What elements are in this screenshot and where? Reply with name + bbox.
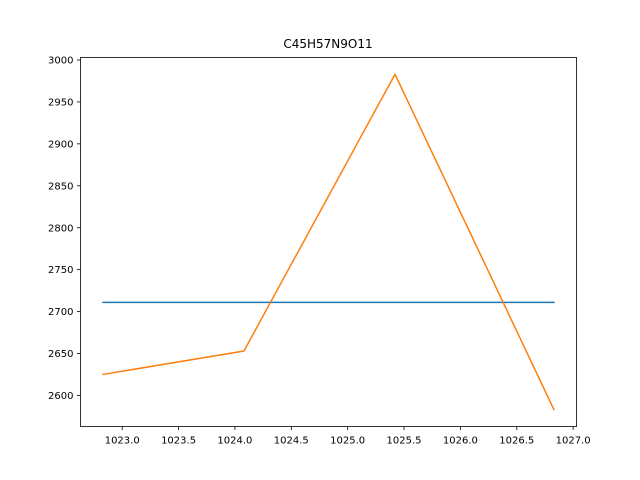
x-axis-ticks: 1023.0 1023.5 1024.0 1024.5 1025.0 1025.5 1026… [105, 426, 591, 447]
y-tick-label: 2650 [48, 349, 73, 360]
x-tick-label: 1025.5 [387, 436, 422, 447]
series-layer [102, 73, 555, 411]
chart-title: C45H57N9O11 [283, 37, 372, 51]
x-tick-label: 1026.0 [443, 436, 478, 447]
plot-frame [80, 57, 577, 427]
y-tick-label: 2800 [48, 223, 73, 234]
x-tick-label: 1023.0 [105, 436, 140, 447]
x-tick-label: 1023.5 [161, 436, 196, 447]
series-line-2 [102, 73, 555, 411]
y-tick-label: 2950 [48, 98, 73, 109]
x-tick-label: 1024.5 [274, 436, 309, 447]
y-tick-label: 2700 [48, 307, 73, 318]
y-tick-label: 2900 [48, 139, 73, 150]
x-tick-label: 1024.0 [217, 436, 252, 447]
y-tick-label: 2750 [48, 265, 73, 276]
y-tick-label: 2600 [48, 391, 73, 402]
y-tick-label: 3000 [48, 56, 73, 67]
x-tick-label: 1027.0 [556, 436, 591, 447]
x-tick-label: 1025.0 [330, 436, 365, 447]
x-tick-label: 1026.5 [499, 436, 534, 447]
y-tick-label: 2850 [48, 181, 73, 192]
y-axis-ticks: 2600 2650 2700 2750 2800 2850 2900 2950 3000 [48, 56, 81, 402]
